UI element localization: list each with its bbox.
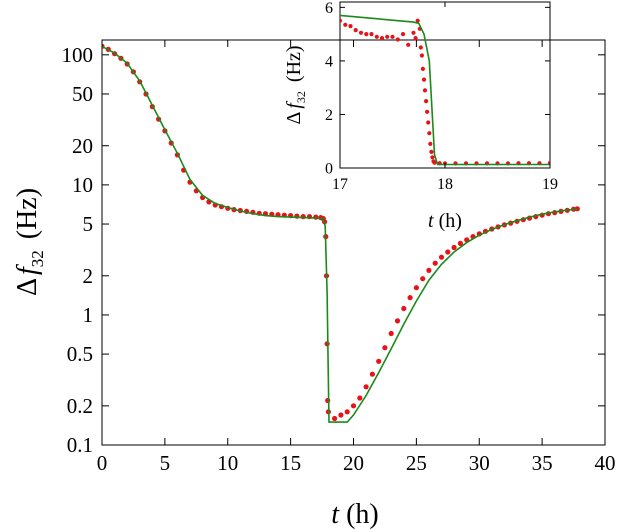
inset-data-point-13 (406, 42, 411, 47)
main-y-tick-label-5: 5 (83, 212, 94, 236)
inset-data-point-26 (427, 131, 432, 136)
main-x-tick-label-1: 5 (160, 451, 171, 475)
main-data-point-47 (357, 395, 363, 401)
inset-data-point-24 (425, 109, 430, 114)
inset-data-point-7 (374, 34, 379, 39)
main-data-point-41 (325, 397, 331, 404)
inset-y-tick-label-0: 0 (325, 160, 333, 177)
main-marks (102, 43, 580, 423)
inset-plot-area (339, 1, 551, 169)
inset-data-point-14 (411, 30, 416, 35)
main-y-axis-label: Δf32 (Hz) (12, 188, 47, 296)
main-model-line (102, 45, 578, 423)
inset-data-point-12 (400, 31, 406, 37)
inset-data-point-20 (420, 66, 425, 71)
main-data-point-54 (401, 305, 407, 312)
main-x-tick-label-8: 40 (595, 451, 616, 475)
main-y-tick-label-2: 0.5 (67, 342, 93, 366)
main-data-point-52 (388, 330, 394, 337)
main-data-point-61 (445, 249, 451, 255)
inset-model-line (340, 14, 550, 166)
inset-marks (340, 14, 550, 166)
main-data-point-63 (457, 240, 463, 246)
inset-data-point-6 (369, 31, 374, 37)
inset-data-point-0 (340, 18, 343, 23)
inset-x-axis-label: t (h) (428, 210, 462, 232)
main-data-point-45 (344, 409, 350, 415)
inset-measured-series (340, 18, 550, 166)
inset-y-tick-label-1: 2 (325, 107, 333, 124)
inset-data-point-5 (364, 31, 369, 37)
inset-data-point-25 (426, 120, 431, 125)
main-y-tick-label-8: 50 (72, 82, 93, 106)
main-data-point-56 (413, 285, 419, 291)
main-y-tick-label-9: 100 (62, 43, 94, 67)
inset-data-point-18 (418, 45, 423, 50)
inset-data-point-28 (429, 149, 434, 154)
inset-data-point-27 (428, 141, 433, 146)
main-x-tick-label-4: 20 (343, 451, 364, 475)
inset-data-point-1 (343, 22, 348, 27)
inset-plot: 17 18 19 0 2 4 6 t (h) Δf32 (Hz) (283, 0, 558, 232)
main-y-tick-label-4: 2 (83, 264, 94, 288)
main-x-tick-label-5: 25 (406, 451, 427, 475)
main-y-tick-label-7: 20 (72, 134, 93, 158)
inset-data-point-11 (395, 37, 400, 42)
main-data-point-46 (350, 403, 357, 409)
main-data-point-48 (363, 384, 369, 390)
main-data-point-53 (394, 318, 401, 324)
inset-x-tick-label-2: 19 (542, 176, 558, 193)
inset-data-point-9 (385, 34, 390, 39)
inset-data-point-4 (358, 30, 364, 35)
inset-data-point-3 (353, 28, 358, 33)
main-y-tick-label-1: 0.2 (67, 394, 93, 418)
main-y-tick-label-0: 0.1 (67, 433, 93, 457)
inset-data-point-16 (415, 18, 420, 23)
main-x-tick-label-3: 15 (280, 451, 301, 475)
inset-data-point-29 (430, 155, 435, 160)
main-x-tick-label-2: 10 (217, 451, 238, 475)
inset-y-axis-label: Δf32 (Hz) (283, 45, 308, 124)
inset-data-point-23 (424, 99, 429, 104)
main-y-tick-label-3: 1 (83, 303, 94, 327)
inset-data-point-2 (348, 24, 353, 29)
inset-y-tick-label-3: 6 (325, 0, 333, 17)
inset-data-point-8 (379, 36, 385, 41)
inset-data-point-19 (419, 53, 424, 58)
inset-x-tick-label-0: 17 (332, 176, 348, 193)
main-x-tick-label-0: 0 (97, 451, 108, 475)
main-y-tick-label-6: 10 (72, 173, 93, 197)
main-data-point-50 (376, 358, 382, 364)
main-plot-area (101, 39, 606, 446)
inset-data-point-31 (432, 160, 437, 165)
inset-y-tick-label-2: 4 (325, 53, 333, 70)
inset-x-tick-label-1: 18 (437, 176, 453, 193)
inset-data-point-15 (413, 36, 418, 41)
inset-data-point-21 (421, 77, 427, 82)
main-data-point-49 (369, 371, 375, 377)
main-data-point-59 (432, 260, 438, 266)
main-x-tick-label-6: 30 (469, 451, 490, 475)
main-data-point-43 (332, 415, 338, 422)
main-data-point-60 (438, 254, 445, 260)
inset-data-point-22 (422, 88, 428, 93)
main-x-tick-label-7: 35 (532, 451, 553, 475)
main-data-point-51 (382, 345, 388, 351)
main-data-point-62 (451, 244, 457, 251)
main-data-point-44 (338, 412, 344, 418)
main-x-axis-label: t (h) (331, 499, 378, 530)
main-data-point-55 (407, 295, 413, 301)
main-data-point-57 (420, 276, 426, 282)
inset-data-point-10 (390, 34, 395, 39)
main-data-point-58 (426, 267, 432, 273)
